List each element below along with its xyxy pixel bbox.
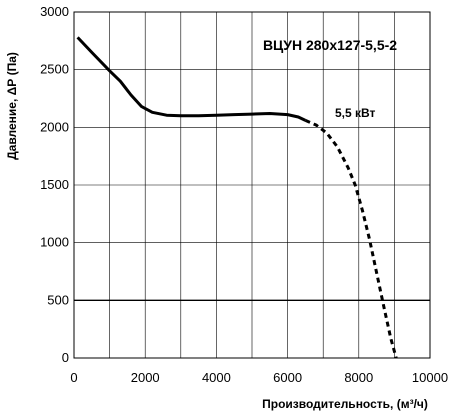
chart-title: ВЦУН 280х127-5,5-2	[263, 37, 397, 53]
series-lines	[76, 36, 398, 359]
x-tick-label: 6000	[273, 370, 302, 385]
y-axis-title: Давление, ΔР (Па)	[5, 52, 19, 160]
y-tick-label: 2500	[40, 62, 69, 77]
plot-frame	[73, 11, 431, 359]
x-tick-label: 4000	[202, 370, 231, 385]
x-tick-label: 2000	[131, 370, 160, 385]
y-tick-label: 0	[62, 350, 69, 365]
y-tick-label: 2000	[40, 119, 69, 134]
y-tick-label: 500	[47, 292, 69, 307]
series-line-dashed	[304, 119, 398, 359]
y-tick-labels: 0 500 1000 1500 2000 2500 3000	[40, 4, 69, 365]
series-line-solid	[76, 36, 307, 122]
grid	[73, 11, 431, 359]
y-tick-label: 1500	[40, 177, 69, 192]
y-tick-label: 3000	[40, 4, 69, 19]
x-tick-label: 10000	[412, 370, 448, 385]
x-tick-labels: 0 2000 4000 6000 8000 10000	[70, 370, 448, 385]
x-tick-label: 0	[70, 370, 77, 385]
x-tick-label: 8000	[344, 370, 373, 385]
x-axis-title: Производительность, (м³/ч)	[262, 397, 428, 411]
y-tick-label: 1000	[40, 235, 69, 250]
series-label: 5,5 кВт	[335, 106, 376, 120]
